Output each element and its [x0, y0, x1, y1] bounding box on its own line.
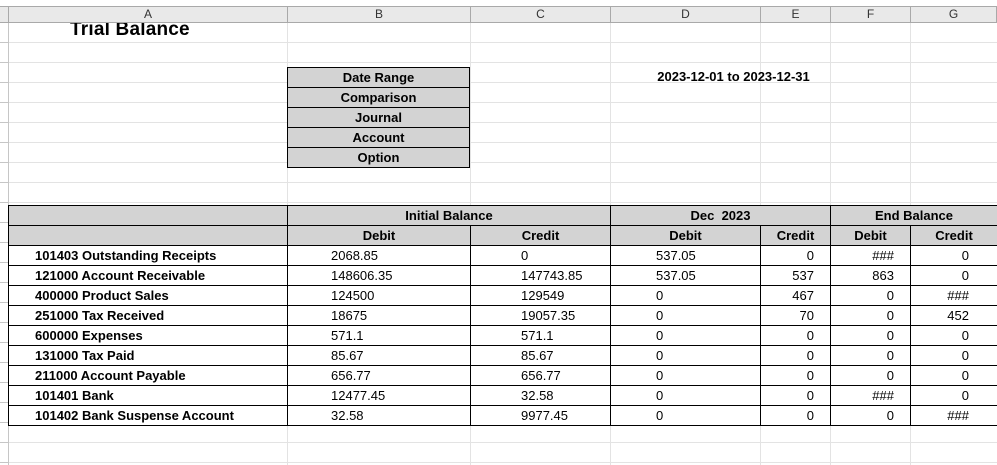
- value-cell[interactable]: 0: [611, 366, 761, 386]
- subheader-end-debit[interactable]: Debit: [831, 226, 911, 246]
- value-cell[interactable]: 467: [761, 286, 831, 306]
- value-cell[interactable]: 0: [761, 246, 831, 266]
- subheader-dec-credit[interactable]: Credit: [761, 226, 831, 246]
- value-cell[interactable]: 32.58: [288, 406, 471, 426]
- account-cell[interactable]: 131000 Tax Paid: [9, 346, 288, 366]
- value-cell[interactable]: 0: [761, 386, 831, 406]
- account-cell[interactable]: 101402 Bank Suspense Account: [9, 406, 288, 426]
- account-cell[interactable]: 400000 Product Sales: [9, 286, 288, 306]
- value-cell[interactable]: 0: [911, 366, 997, 386]
- header-spacer-cell[interactable]: [9, 206, 288, 226]
- value-cell[interactable]: 147743.85: [471, 266, 611, 286]
- value-cell[interactable]: 12477.45: [288, 386, 471, 406]
- value-cell[interactable]: 0: [761, 406, 831, 426]
- value-cell[interactable]: 0: [831, 366, 911, 386]
- value-cell[interactable]: 148606.35: [288, 266, 471, 286]
- account-cell[interactable]: 121000 Account Receivable: [9, 266, 288, 286]
- group-header-initial-balance[interactable]: Initial Balance: [288, 206, 611, 226]
- value-cell[interactable]: 0: [761, 346, 831, 366]
- value-cell[interactable]: 0: [911, 266, 997, 286]
- column-header-c[interactable]: C: [471, 7, 611, 22]
- filter-label-date-range[interactable]: Date Range: [287, 67, 470, 88]
- filter-label-comparison[interactable]: Comparison: [287, 87, 470, 108]
- value-cell[interactable]: 0: [831, 346, 911, 366]
- column-header-b[interactable]: B: [288, 7, 471, 22]
- value-cell[interactable]: 85.67: [288, 346, 471, 366]
- account-cell[interactable]: 101403 Outstanding Receipts: [9, 246, 288, 266]
- value-cell[interactable]: 9977.45: [471, 406, 611, 426]
- value-cell[interactable]: 0: [611, 326, 761, 346]
- trial-balance-table: Initial Balance Dec 2023 End Balance Deb…: [8, 205, 997, 426]
- corner-cell[interactable]: [0, 7, 9, 22]
- value-cell[interactable]: ###: [911, 406, 997, 426]
- value-cell[interactable]: 571.1: [288, 326, 471, 346]
- value-cell[interactable]: 18675: [288, 306, 471, 326]
- value-cell[interactable]: 0: [611, 386, 761, 406]
- value-cell[interactable]: 0: [611, 406, 761, 426]
- date-range-value[interactable]: 2023-12-01 to 2023-12-31: [657, 69, 810, 84]
- value-cell[interactable]: ###: [831, 246, 911, 266]
- account-cell[interactable]: 211000 Account Payable: [9, 366, 288, 386]
- filter-label-journal[interactable]: Journal: [287, 107, 470, 128]
- value-cell[interactable]: 863: [831, 266, 911, 286]
- value-cell[interactable]: 2068.85: [288, 246, 471, 266]
- column-header-f[interactable]: F: [831, 7, 911, 22]
- value-cell[interactable]: 0: [831, 286, 911, 306]
- value-cell[interactable]: 0: [761, 366, 831, 386]
- value-cell[interactable]: 129549: [471, 286, 611, 306]
- value-cell[interactable]: 0: [911, 246, 997, 266]
- value-cell[interactable]: 656.77: [471, 366, 611, 386]
- value-cell[interactable]: 32.58: [471, 386, 611, 406]
- value-cell[interactable]: 0: [911, 386, 997, 406]
- account-cell[interactable]: 251000 Tax Received: [9, 306, 288, 326]
- value-cell[interactable]: 656.77: [288, 366, 471, 386]
- filter-panel: Date Range Comparison Journal Account Op…: [287, 67, 470, 168]
- filter-label-account[interactable]: Account: [287, 127, 470, 148]
- value-cell[interactable]: 0: [611, 306, 761, 326]
- value-cell[interactable]: 70: [761, 306, 831, 326]
- subheader-end-credit[interactable]: Credit: [911, 226, 997, 246]
- value-cell[interactable]: 0: [471, 246, 611, 266]
- value-cell[interactable]: 537: [761, 266, 831, 286]
- group-header-end-balance[interactable]: End Balance: [831, 206, 997, 226]
- value-cell[interactable]: ###: [831, 386, 911, 406]
- report-title[interactable]: Trial Balance: [70, 19, 190, 40]
- header-spacer-cell[interactable]: [9, 226, 288, 246]
- value-cell[interactable]: 537.05: [611, 246, 761, 266]
- value-cell[interactable]: 0: [831, 406, 911, 426]
- column-header-e[interactable]: E: [761, 7, 831, 22]
- column-header-strip: A B C D E F G: [0, 6, 997, 23]
- column-header-g[interactable]: G: [911, 7, 997, 22]
- value-cell[interactable]: 0: [761, 326, 831, 346]
- subheader-dec-debit[interactable]: Debit: [611, 226, 761, 246]
- value-cell[interactable]: 0: [611, 346, 761, 366]
- column-header-a[interactable]: A: [9, 7, 288, 22]
- value-cell[interactable]: ###: [911, 286, 997, 306]
- value-cell[interactable]: 571.1: [471, 326, 611, 346]
- value-cell[interactable]: 537.05: [611, 266, 761, 286]
- filter-label-option[interactable]: Option: [287, 147, 470, 168]
- value-cell[interactable]: 0: [831, 326, 911, 346]
- value-cell[interactable]: 452: [911, 306, 997, 326]
- account-cell[interactable]: 600000 Expenses: [9, 326, 288, 346]
- value-cell[interactable]: 124500: [288, 286, 471, 306]
- subheader-initial-debit[interactable]: Debit: [288, 226, 471, 246]
- group-header-dec-2023[interactable]: Dec 2023: [611, 206, 831, 226]
- value-cell[interactable]: 0: [831, 306, 911, 326]
- value-cell[interactable]: 0: [911, 346, 997, 366]
- value-cell[interactable]: 0: [611, 286, 761, 306]
- value-cell[interactable]: 0: [911, 326, 997, 346]
- value-cell[interactable]: 19057.35: [471, 306, 611, 326]
- value-cell[interactable]: 85.67: [471, 346, 611, 366]
- subheader-initial-credit[interactable]: Credit: [471, 226, 611, 246]
- column-header-d[interactable]: D: [611, 7, 761, 22]
- account-cell[interactable]: 101401 Bank: [9, 386, 288, 406]
